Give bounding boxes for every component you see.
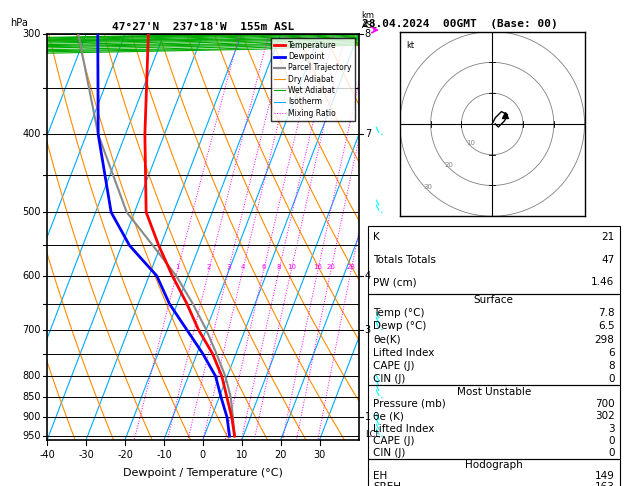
Text: 16: 16 <box>313 264 323 270</box>
Text: 500: 500 <box>23 207 41 217</box>
Text: 47: 47 <box>601 255 615 265</box>
Text: 8: 8 <box>277 264 281 270</box>
Text: 10: 10 <box>287 264 296 270</box>
Text: 6.5: 6.5 <box>598 321 615 331</box>
Text: 20: 20 <box>445 162 454 168</box>
Text: 10: 10 <box>236 450 248 460</box>
Text: 850: 850 <box>23 392 41 402</box>
Text: 300: 300 <box>23 29 41 39</box>
Text: 1.46: 1.46 <box>591 278 615 287</box>
Text: 28: 28 <box>347 264 355 270</box>
Text: 1: 1 <box>365 412 371 422</box>
Text: -10: -10 <box>156 450 172 460</box>
Text: 4: 4 <box>241 264 245 270</box>
Text: km
ASL: km ASL <box>362 11 377 30</box>
Text: Dewp (°C): Dewp (°C) <box>373 321 426 331</box>
Text: 6: 6 <box>608 347 615 358</box>
Text: Hodograph: Hodograph <box>465 460 523 470</box>
Bar <box>368 459 620 486</box>
Text: CIN (J): CIN (J) <box>373 448 405 458</box>
Text: 700: 700 <box>23 325 41 335</box>
Text: 700: 700 <box>595 399 615 409</box>
Text: 0: 0 <box>200 450 206 460</box>
Text: 30: 30 <box>313 450 326 460</box>
Text: 600: 600 <box>23 271 41 281</box>
Text: 7: 7 <box>365 129 371 139</box>
Bar <box>368 226 620 294</box>
Text: 298: 298 <box>594 334 615 345</box>
Text: Lifted Index: Lifted Index <box>373 424 435 434</box>
Text: 149: 149 <box>594 471 615 481</box>
Bar <box>368 385 620 459</box>
Text: 30: 30 <box>423 184 432 190</box>
Text: 950: 950 <box>23 431 41 441</box>
Text: Temp (°C): Temp (°C) <box>373 308 425 318</box>
Text: 20: 20 <box>326 264 335 270</box>
Text: 21: 21 <box>601 232 615 242</box>
Text: -20: -20 <box>117 450 133 460</box>
Text: 28.04.2024  00GMT  (Base: 00): 28.04.2024 00GMT (Base: 00) <box>362 19 557 29</box>
Text: 8: 8 <box>365 29 371 39</box>
Text: CIN (J): CIN (J) <box>373 374 405 384</box>
Text: EH: EH <box>373 471 387 481</box>
Text: Totals Totals: Totals Totals <box>373 255 436 265</box>
Text: 10: 10 <box>466 140 475 146</box>
Text: Surface: Surface <box>474 295 514 305</box>
Text: θe(K): θe(K) <box>373 334 401 345</box>
Legend: Temperature, Dewpoint, Parcel Trajectory, Dry Adiabat, Wet Adiabat, Isotherm, Mi: Temperature, Dewpoint, Parcel Trajectory… <box>270 38 355 121</box>
Text: CAPE (J): CAPE (J) <box>373 436 415 446</box>
Text: 900: 900 <box>23 412 41 422</box>
Text: 3: 3 <box>608 424 615 434</box>
Text: 2: 2 <box>207 264 211 270</box>
Text: θe (K): θe (K) <box>373 411 404 421</box>
Text: -30: -30 <box>78 450 94 460</box>
Text: 4: 4 <box>365 271 371 281</box>
Text: 302: 302 <box>595 411 615 421</box>
Text: PW (cm): PW (cm) <box>373 278 416 287</box>
Title: 47°27'N  237°18'W  155m ASL: 47°27'N 237°18'W 155m ASL <box>112 22 294 32</box>
Text: CAPE (J): CAPE (J) <box>373 361 415 371</box>
Text: Lifted Index: Lifted Index <box>373 347 435 358</box>
Text: 7.8: 7.8 <box>598 308 615 318</box>
Bar <box>368 294 620 385</box>
Text: 400: 400 <box>23 129 41 139</box>
Text: 6: 6 <box>262 264 266 270</box>
Text: hPa: hPa <box>11 18 28 28</box>
Text: 20: 20 <box>274 450 287 460</box>
Text: LCL: LCL <box>365 430 380 439</box>
Text: Pressure (mb): Pressure (mb) <box>373 399 446 409</box>
Text: 8: 8 <box>608 361 615 371</box>
Text: 3: 3 <box>365 325 371 335</box>
Text: 0: 0 <box>608 448 615 458</box>
Text: 3: 3 <box>226 264 231 270</box>
Text: 0: 0 <box>608 436 615 446</box>
Text: 800: 800 <box>23 371 41 381</box>
Text: 1: 1 <box>175 264 180 270</box>
Text: kt: kt <box>406 41 414 50</box>
Text: Most Unstable: Most Unstable <box>457 387 531 397</box>
Text: -40: -40 <box>39 450 55 460</box>
Text: 0: 0 <box>608 374 615 384</box>
Text: K: K <box>373 232 380 242</box>
Text: Dewpoint / Temperature (°C): Dewpoint / Temperature (°C) <box>123 468 283 478</box>
Text: SREH: SREH <box>373 482 401 486</box>
Text: 163: 163 <box>594 482 615 486</box>
